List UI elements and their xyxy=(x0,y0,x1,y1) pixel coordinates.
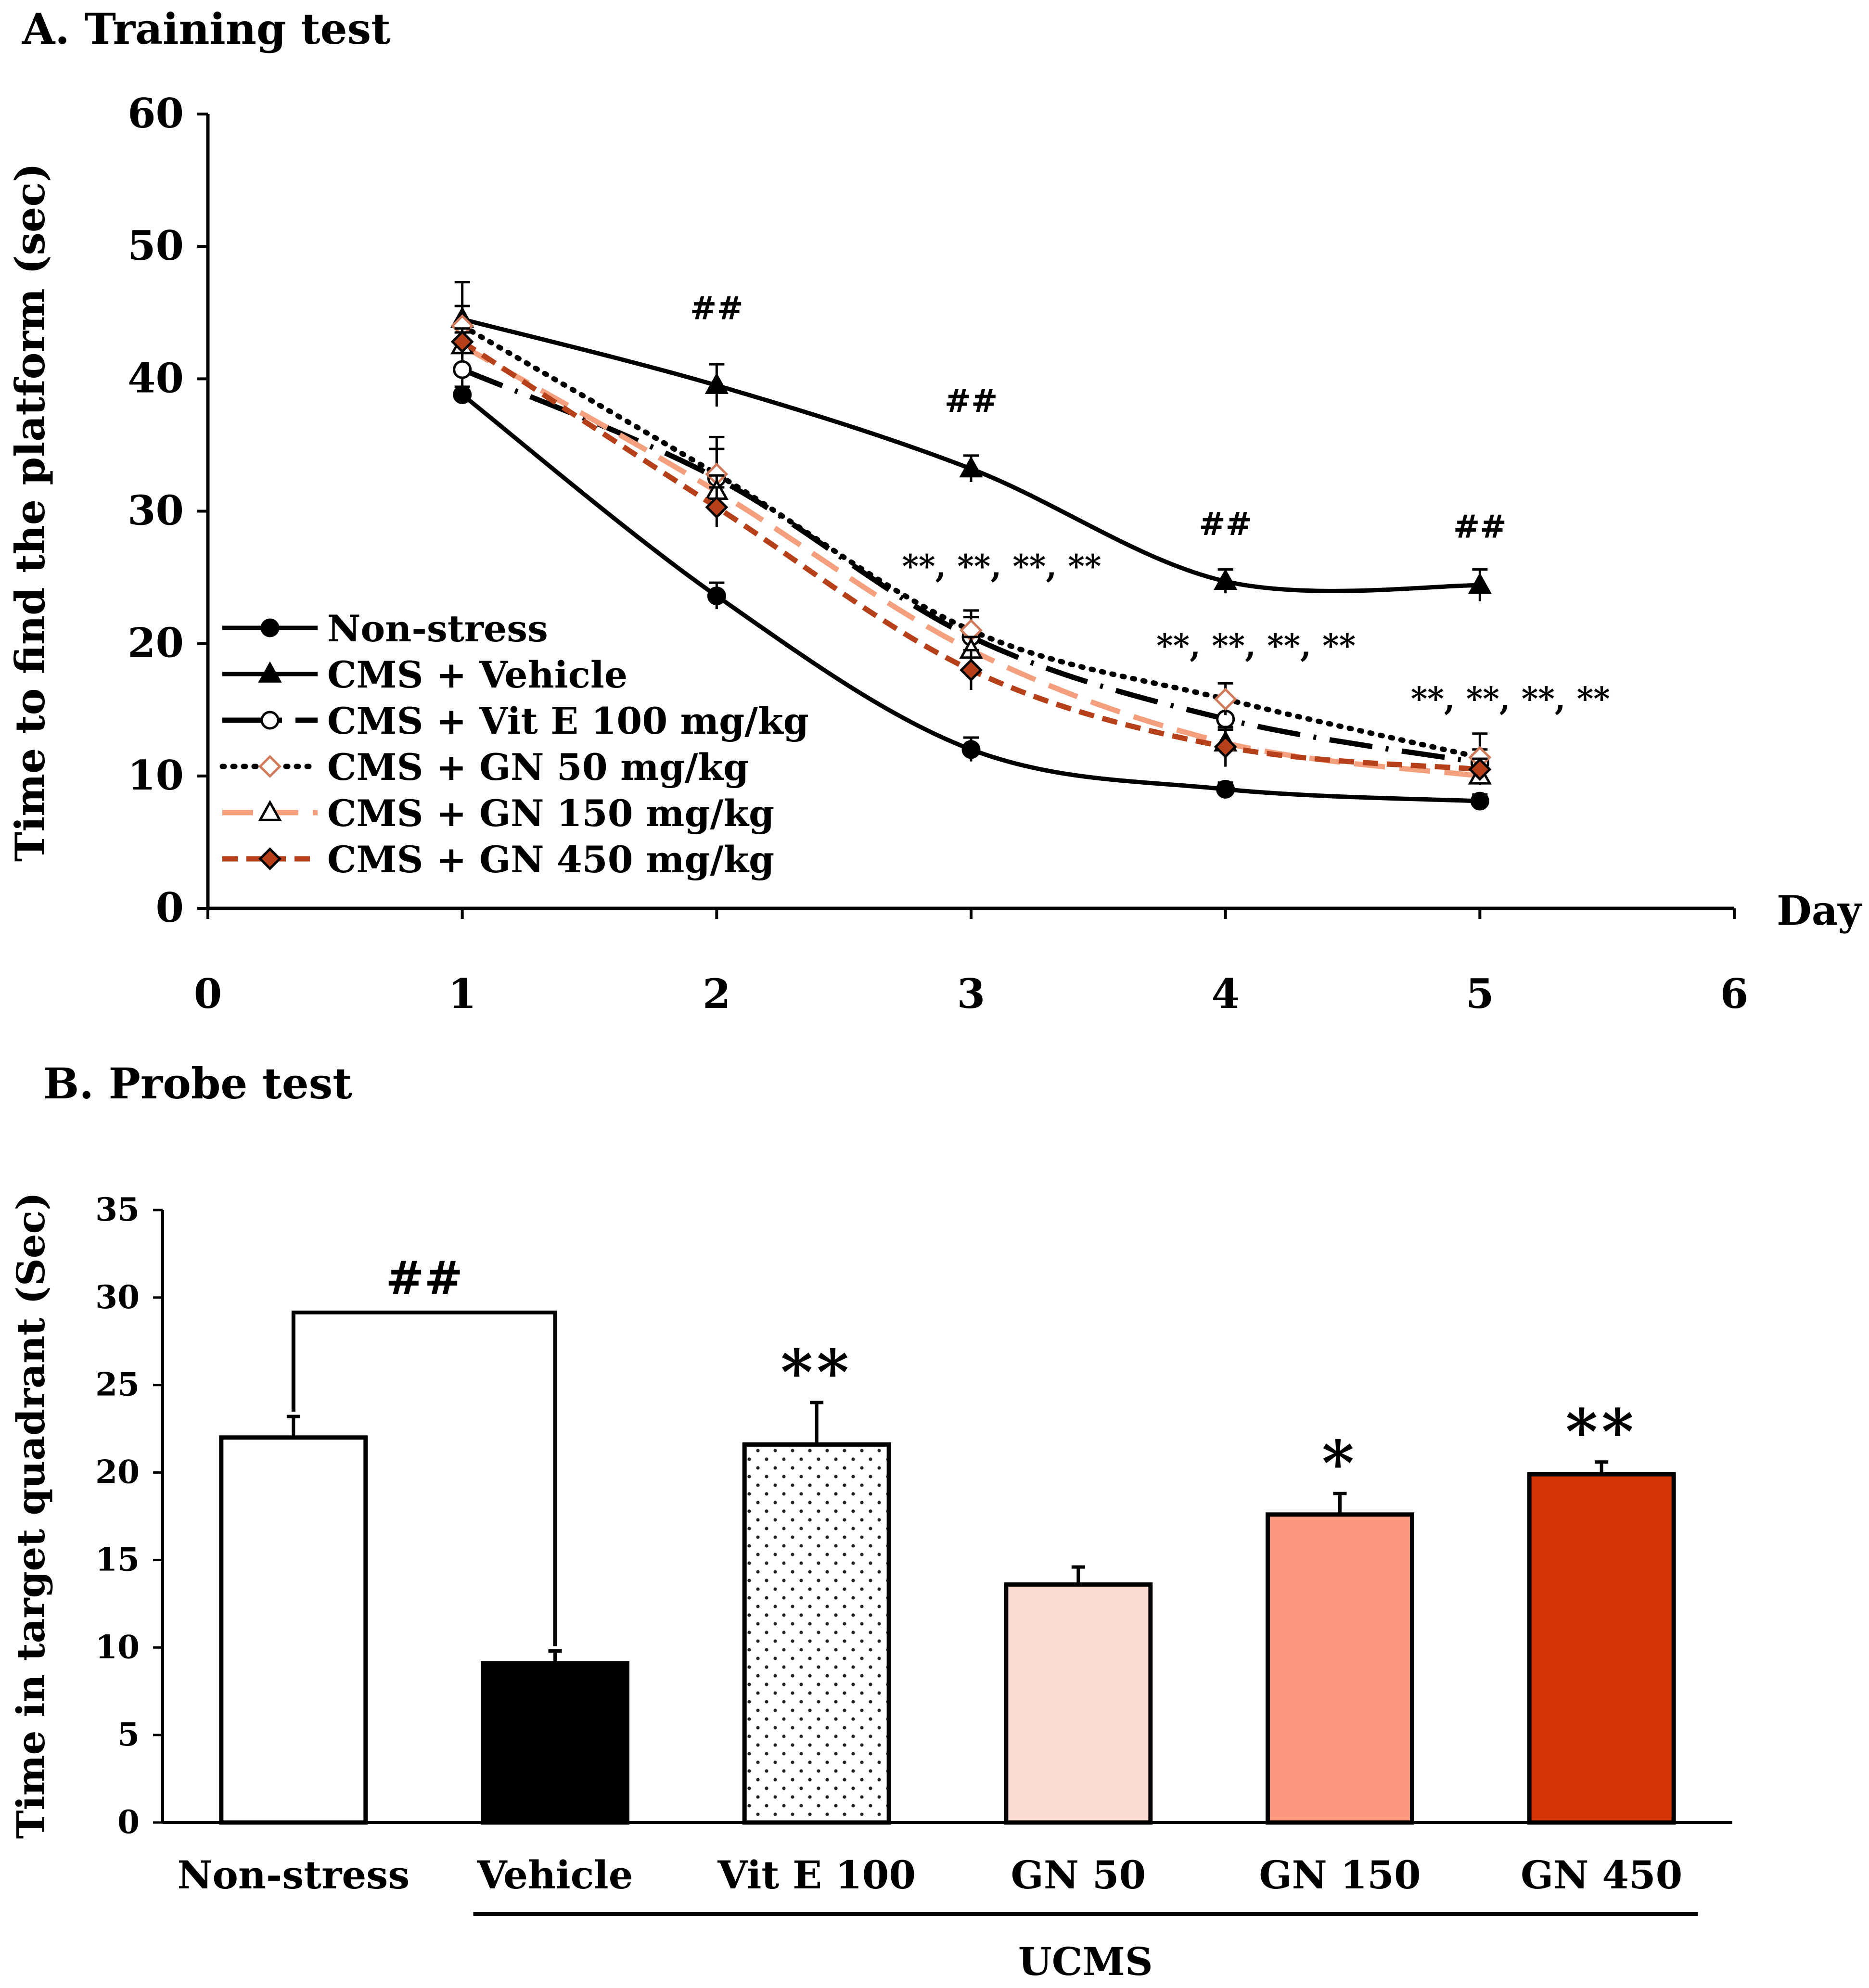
significance-label: ** xyxy=(781,1337,853,1409)
bar xyxy=(1266,1512,1414,1825)
bar-group: GN 50 xyxy=(1004,1565,1153,1898)
data-point xyxy=(1468,758,1492,781)
data-point xyxy=(961,740,981,759)
data-point xyxy=(1470,791,1489,811)
data-point xyxy=(1214,735,1237,759)
bar xyxy=(219,1435,368,1825)
category-label: Vit E 100 xyxy=(717,1852,916,1898)
bar xyxy=(1004,1582,1153,1825)
significance-label: **, **, **, ** xyxy=(1156,627,1356,664)
y-tick-label: 30 xyxy=(128,487,184,535)
significance-label: **, **, **, ** xyxy=(902,548,1101,585)
significance-label: ## xyxy=(1453,508,1507,546)
significance-label: * xyxy=(1322,1427,1358,1500)
y-axis-label: Time to find the platform (sec) xyxy=(6,163,54,862)
y-tick-label: 50 xyxy=(128,222,184,269)
y-tick-label: 20 xyxy=(95,1453,140,1491)
data-point xyxy=(707,586,726,606)
data-point xyxy=(453,360,472,379)
y-tick-label: 40 xyxy=(128,354,184,402)
data-point xyxy=(1216,779,1235,799)
category-label: Non-stress xyxy=(177,1852,410,1898)
panel-b-title: B. Probe test xyxy=(43,1058,352,1109)
data-point xyxy=(1214,568,1238,590)
legend-marker xyxy=(258,661,282,683)
data-point xyxy=(450,330,474,354)
bar-group: GN 450 ** xyxy=(1521,1396,1682,1898)
legend-marker xyxy=(258,755,282,778)
y-tick-label: 35 xyxy=(95,1191,140,1228)
x-tick-label: 0 xyxy=(194,970,222,1018)
y-tick-label: 0 xyxy=(156,884,184,931)
series-1 xyxy=(453,385,1489,811)
panel-a-plot: 0 10 20 30 40 50 60 0 1 2 3 4 5 6 Day Time to find the … xyxy=(6,89,1862,1018)
data-point xyxy=(959,456,983,478)
x-tick-label: 1 xyxy=(448,970,476,1018)
comparison-bracket xyxy=(291,1311,557,1646)
legend-label: CMS + Vehicle xyxy=(327,653,627,696)
significance-label: ## xyxy=(690,290,743,327)
bar xyxy=(1527,1472,1676,1825)
category-label: GN 50 xyxy=(1011,1852,1146,1898)
y-tick-label: 30 xyxy=(95,1278,140,1316)
legend-marker xyxy=(258,847,282,870)
y-tick-label: 10 xyxy=(128,752,184,799)
category-label: GN 150 xyxy=(1259,1852,1421,1898)
category-label: Vehicle xyxy=(476,1852,633,1898)
legend-label: CMS + GN 50 mg/kg xyxy=(327,746,749,789)
x-tick-label: 3 xyxy=(957,970,985,1018)
legend-label: CMS + GN 150 mg/kg xyxy=(327,792,774,835)
significance-label: ## xyxy=(945,382,998,420)
legend-label: Non-stress xyxy=(327,607,548,650)
significance-label: ## xyxy=(1199,505,1252,543)
x-tick-label: 6 xyxy=(1720,970,1748,1018)
bar-group: Vit E 100 ** xyxy=(717,1337,916,1898)
y-tick-label: 20 xyxy=(128,619,184,667)
y-tick-label: 10 xyxy=(95,1628,140,1666)
series-6 xyxy=(450,327,1492,781)
legend-marker xyxy=(258,800,282,821)
y-tick-label: 5 xyxy=(117,1716,140,1753)
bar-group: Vehicle xyxy=(476,1649,633,1898)
x-axis-label: Day xyxy=(1777,887,1862,934)
series-line xyxy=(461,343,1481,779)
bar xyxy=(481,1661,629,1825)
legend-label: CMS + Vit E 100 mg/kg xyxy=(327,700,809,742)
bar-group: GN 150 * xyxy=(1259,1427,1421,1898)
panel-b-plot: 0 5 10 15 20 25 30 35 Time in target quadrant (S… xyxy=(8,1191,1732,1984)
y-axis-label: Time in target quadrant (Sec) xyxy=(8,1192,53,1839)
group-label: UCMS xyxy=(1018,1939,1153,1984)
series-line xyxy=(461,367,1481,765)
y-tick-label: 60 xyxy=(128,89,184,137)
y-tick-label: 25 xyxy=(95,1366,140,1403)
data-point xyxy=(960,658,983,682)
significance-label: **, **, **, ** xyxy=(1411,680,1610,717)
y-tick-label: 15 xyxy=(95,1541,140,1578)
legend-label: CMS + GN 450 mg/kg xyxy=(327,838,774,881)
legend-marker xyxy=(260,618,280,637)
data-point xyxy=(704,372,729,394)
data-point xyxy=(705,496,729,519)
x-tick-label: 5 xyxy=(1466,970,1494,1018)
bracket-label: ## xyxy=(385,1251,463,1305)
significance-label: ** xyxy=(1565,1396,1638,1468)
y-tick-label: 0 xyxy=(117,1803,140,1841)
legend-marker xyxy=(260,711,280,730)
bar xyxy=(742,1442,891,1825)
category-label: GN 450 xyxy=(1521,1852,1682,1898)
data-point xyxy=(1214,688,1237,711)
x-tick-label: 4 xyxy=(1211,970,1239,1018)
data-point xyxy=(1468,573,1492,594)
bar-group: Non-stress xyxy=(177,1415,410,1898)
x-tick-label: 2 xyxy=(703,970,730,1018)
panel-a-title: A. Training test xyxy=(22,4,391,54)
